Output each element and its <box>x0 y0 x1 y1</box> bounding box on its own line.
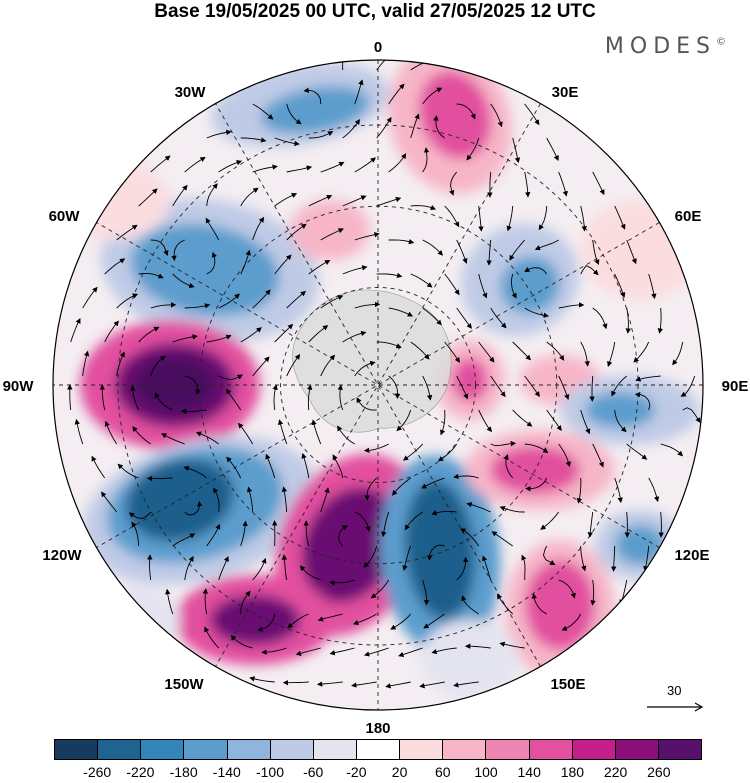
copyright-mark: © <box>716 36 726 48</box>
colorbar-swatch <box>572 740 616 759</box>
colorbar-ticks: -260 -220 -180 -140 -100 -60 -20 20 60 100 140 180 2… <box>0 764 750 782</box>
reference-vector-label: 30 <box>667 683 682 698</box>
colorbar <box>54 739 702 760</box>
colorbar-swatch <box>658 740 702 759</box>
colorbar-swatch <box>615 740 659 759</box>
anomaly-cell <box>418 71 492 159</box>
colorbar-swatch <box>486 740 530 759</box>
anomaly-cell <box>585 392 655 428</box>
colorbar-tick-label: 180 <box>560 764 585 780</box>
colorbar-tick-label: -60 <box>303 764 324 780</box>
map-boundary <box>52 59 704 711</box>
colorbar-swatch <box>356 740 401 759</box>
anomaly-field <box>53 60 703 710</box>
colorbar-swatch <box>529 740 573 759</box>
anomaly-cell <box>525 560 595 650</box>
lon-label-150w: 150W <box>164 676 204 693</box>
graticule <box>53 60 703 710</box>
lon-label-180: 180 <box>365 720 390 737</box>
anomaly-cell <box>615 525 665 565</box>
lon-label-90e: 90E <box>722 378 749 395</box>
reference-vector: 30 <box>645 683 705 713</box>
colorbar-tick-label: 60 <box>435 764 451 780</box>
map-title: Base 19/05/2025 00 UTC, valid 27/05/2025… <box>154 1 596 22</box>
anomaly-cell <box>404 480 476 620</box>
colorbar-swatch <box>313 740 357 759</box>
anomaly-cell <box>210 595 300 645</box>
colorbar-tick-label: 140 <box>517 764 541 780</box>
anomaly-cell <box>130 223 280 317</box>
colorbar-tick-label: 20 <box>391 764 408 780</box>
colorbar-tick-label: -260 <box>83 764 112 780</box>
lon-label-150e: 150E <box>550 676 585 693</box>
colorbar-tick-label: 260 <box>647 764 671 780</box>
anomaly-cell <box>452 358 488 402</box>
colorbar-tick-label: -220 <box>126 764 155 780</box>
lon-label-60e: 60E <box>675 208 702 225</box>
colorbar-swatch <box>270 740 314 759</box>
colorbar-swatch <box>227 740 271 759</box>
anomaly-cell <box>53 160 170 240</box>
colorbar-tick-label: 220 <box>603 764 628 780</box>
anomaly-cell <box>125 458 235 542</box>
reference-arrow-icon <box>647 702 704 712</box>
lon-label-90w: 90W <box>3 378 35 395</box>
colorbar-tick-label: 100 <box>474 764 498 780</box>
colorbar-swatch <box>400 740 444 759</box>
lon-label-60w: 60W <box>49 208 81 225</box>
colorbar-swatch <box>98 740 142 759</box>
colorbar-swatch <box>55 740 99 759</box>
anomaly-cell <box>260 86 370 134</box>
lon-label-120w: 120W <box>42 547 82 564</box>
colorbar-tick-label: -140 <box>212 764 241 780</box>
colorbar-swatch <box>141 740 185 759</box>
anomaly-cell <box>500 256 560 314</box>
colorbar-tick-label: -100 <box>255 764 285 780</box>
anomaly-cell <box>420 620 520 700</box>
lon-label-30w: 30W <box>175 84 207 101</box>
anomaly-cell <box>290 200 370 260</box>
anomaly-cell <box>301 487 399 603</box>
lon-label-0: 0 <box>374 39 382 56</box>
lon-label-30e: 30E <box>552 84 579 101</box>
brand-logo: MODES© <box>605 34 726 59</box>
wind-streamlines <box>67 60 701 689</box>
colorbar-tick-label: -180 <box>169 764 198 780</box>
colorbar-swatch <box>184 740 228 759</box>
colorbar-tick-label: -20 <box>346 764 367 780</box>
brand-name: MODES <box>604 34 716 59</box>
lon-label-120e: 120E <box>674 547 709 564</box>
colorbar-swatch <box>443 740 487 759</box>
